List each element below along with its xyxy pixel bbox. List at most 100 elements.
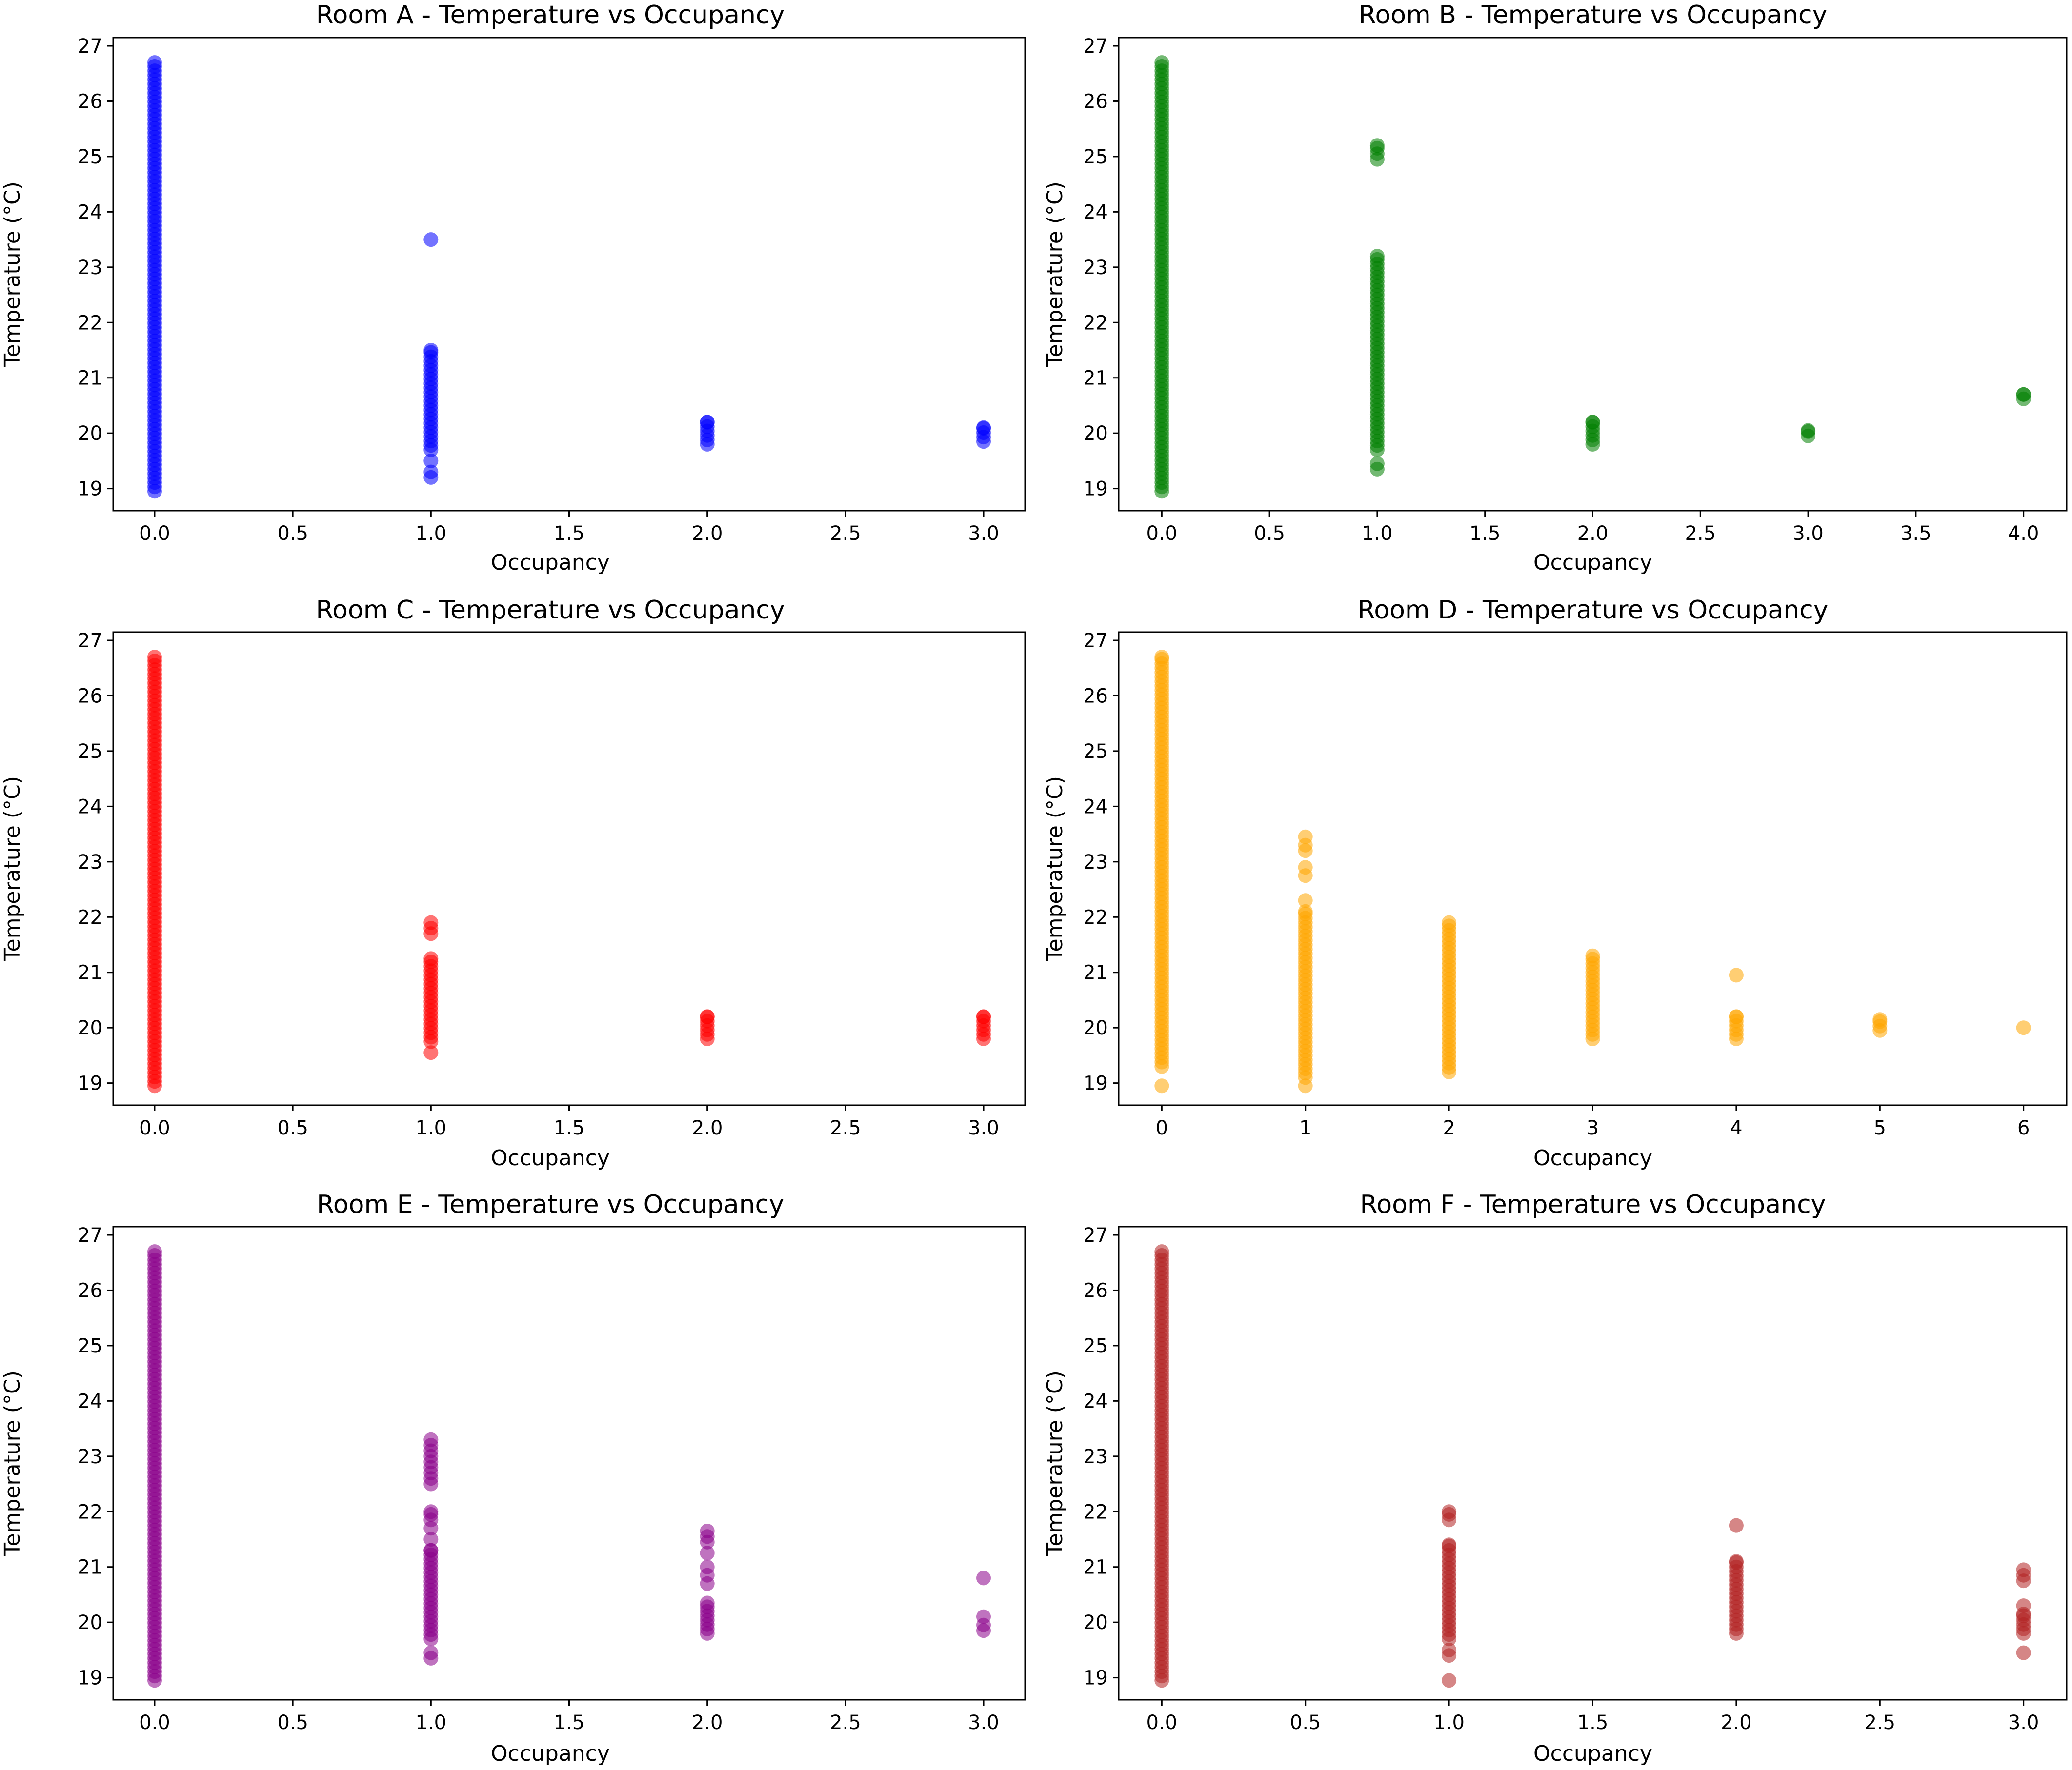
y-tick-label: 21: [78, 1556, 102, 1579]
x-axis-label: Occupancy: [1533, 550, 1652, 575]
data-point: [1154, 1078, 1169, 1094]
panel-room-b: Room B - Temperature vs Occupancy 0.0 0.5…: [1043, 0, 2068, 575]
y-tick-label: 24: [78, 1390, 102, 1412]
x-tick-label: 2.5: [830, 522, 861, 545]
data-point: [2016, 1645, 2031, 1660]
x-tick-label: 2.0: [692, 1117, 723, 1139]
chart-title: Room C - Temperature vs Occupancy: [316, 596, 785, 625]
data-point: [1298, 829, 1313, 844]
x-axis-label: Occupancy: [491, 1741, 610, 1766]
y-tick-label: 27: [1083, 35, 1108, 58]
y-tick-label: 21: [78, 962, 102, 984]
y-tick-label: 25: [78, 740, 102, 763]
chart-title: Room D - Temperature vs Occupancy: [1357, 596, 1828, 625]
y-tick-label: 20: [1083, 422, 1108, 445]
ticks-layer: 0.0 0.5 1.0 1.5 2.0 2.5 3.0 19 20 21 22 23 24 25 26 27: [1083, 1224, 2039, 1734]
points-layer: [1154, 1244, 2031, 1688]
data-point: [976, 1571, 991, 1586]
x-tick-label: 1.5: [1469, 522, 1501, 545]
x-tick-label: 2.0: [1577, 522, 1609, 545]
data-point: [423, 464, 439, 479]
data-point: [700, 1559, 715, 1574]
x-axis-label: Occupancy: [491, 1146, 610, 1171]
x-tick-label: 1.0: [416, 1117, 447, 1139]
data-point: [976, 420, 991, 435]
x-tick-label: 1.5: [554, 1711, 585, 1734]
points-layer: [147, 650, 991, 1094]
y-tick-label: 19: [78, 1667, 102, 1690]
y-tick-label: 26: [1083, 685, 1108, 707]
plot-frame: [112, 1226, 1026, 1701]
x-tick-label: 1.0: [416, 522, 447, 545]
x-tick-label: 2.5: [830, 1117, 861, 1139]
data-point: [2016, 1598, 2031, 1613]
y-tick-label: 25: [78, 1335, 102, 1357]
data-point: [700, 415, 715, 430]
x-tick-label: 1: [1299, 1117, 1311, 1139]
y-tick-label: 19: [1083, 1667, 1108, 1690]
y-tick-label: 26: [78, 90, 102, 113]
x-tick-label: 0.0: [139, 1711, 170, 1734]
x-tick-label: 2: [1443, 1117, 1455, 1139]
points-layer: [1154, 650, 2031, 1094]
data-point: [700, 1595, 715, 1611]
data-point: [423, 1543, 439, 1558]
y-axis-label: Temperature (°C): [1043, 181, 1067, 367]
data-point: [1298, 904, 1313, 919]
x-tick-label: 1.5: [554, 522, 585, 545]
y-tick-label: 25: [1083, 1335, 1108, 1357]
x-tick-label: 0.0: [139, 1117, 170, 1139]
data-point: [423, 1532, 439, 1547]
data-point: [976, 1609, 991, 1624]
data-point: [1369, 138, 1385, 153]
x-tick-label: 3: [1587, 1117, 1599, 1139]
y-tick-label: 23: [78, 1446, 102, 1468]
y-axis-label: Temperature (°C): [1043, 776, 1067, 962]
x-axis-label: Occupancy: [491, 550, 610, 575]
y-tick-label: 27: [78, 630, 102, 652]
data-point: [1154, 1244, 1169, 1259]
y-tick-label: 26: [78, 685, 102, 707]
y-tick-label: 20: [78, 1611, 102, 1634]
y-tick-label: 22: [1083, 312, 1108, 334]
data-point: [423, 343, 439, 358]
x-tick-label: 1.0: [416, 1711, 447, 1734]
y-tick-label: 27: [1083, 1224, 1108, 1247]
panel-room-e: Room E - Temperature vs Occupancy 0.0 0.5…: [0, 1190, 1026, 1766]
x-tick-label: 3.0: [968, 1711, 999, 1734]
x-axis-label: Occupancy: [1533, 1741, 1652, 1766]
data-point: [700, 1524, 715, 1538]
x-tick-label: 4: [1730, 1117, 1742, 1139]
y-tick-label: 27: [78, 1224, 102, 1247]
y-tick-label: 27: [1083, 630, 1108, 652]
y-tick-label: 20: [1083, 1017, 1108, 1039]
x-tick-label: 1.0: [1362, 522, 1393, 545]
panel-room-a: Room A - Temperature vs Occupancy 0.0 0.5…: [0, 0, 1026, 575]
y-tick-label: 21: [1083, 367, 1108, 390]
x-tick-label: 2.0: [692, 1711, 723, 1734]
chart-title: Room E - Temperature vs Occupancy: [317, 1190, 784, 1219]
data-point: [147, 1244, 162, 1259]
data-point: [1298, 1078, 1313, 1094]
ticks-layer: 0.0 0.5 1.0 1.5 2.0 2.5 3.0 19 20 21 22 23 24 25 26 27: [78, 630, 999, 1139]
data-point: [423, 232, 439, 247]
y-tick-label: 19: [78, 1073, 102, 1095]
data-point: [423, 915, 439, 930]
data-point: [2016, 1562, 2031, 1577]
data-point: [1442, 1504, 1457, 1519]
x-tick-label: 3.0: [1792, 522, 1824, 545]
x-tick-label: 0.5: [277, 1117, 308, 1139]
x-tick-label: 0.5: [1254, 522, 1285, 545]
y-tick-label: 24: [78, 201, 102, 223]
x-tick-label: 2.0: [1721, 1711, 1752, 1734]
data-point: [1298, 893, 1313, 908]
x-tick-label: 3.5: [1900, 522, 1931, 545]
data-point: [1154, 650, 1169, 665]
plot-frame: [112, 37, 1026, 512]
points-layer: [1154, 55, 2031, 499]
data-point: [423, 1045, 439, 1060]
ticks-layer: 0.0 0.5 1.0 1.5 2.0 2.5 3.0 3.5 4.0 19 20 21 22 23 24 2…: [1083, 35, 2039, 545]
data-point: [700, 1546, 715, 1561]
